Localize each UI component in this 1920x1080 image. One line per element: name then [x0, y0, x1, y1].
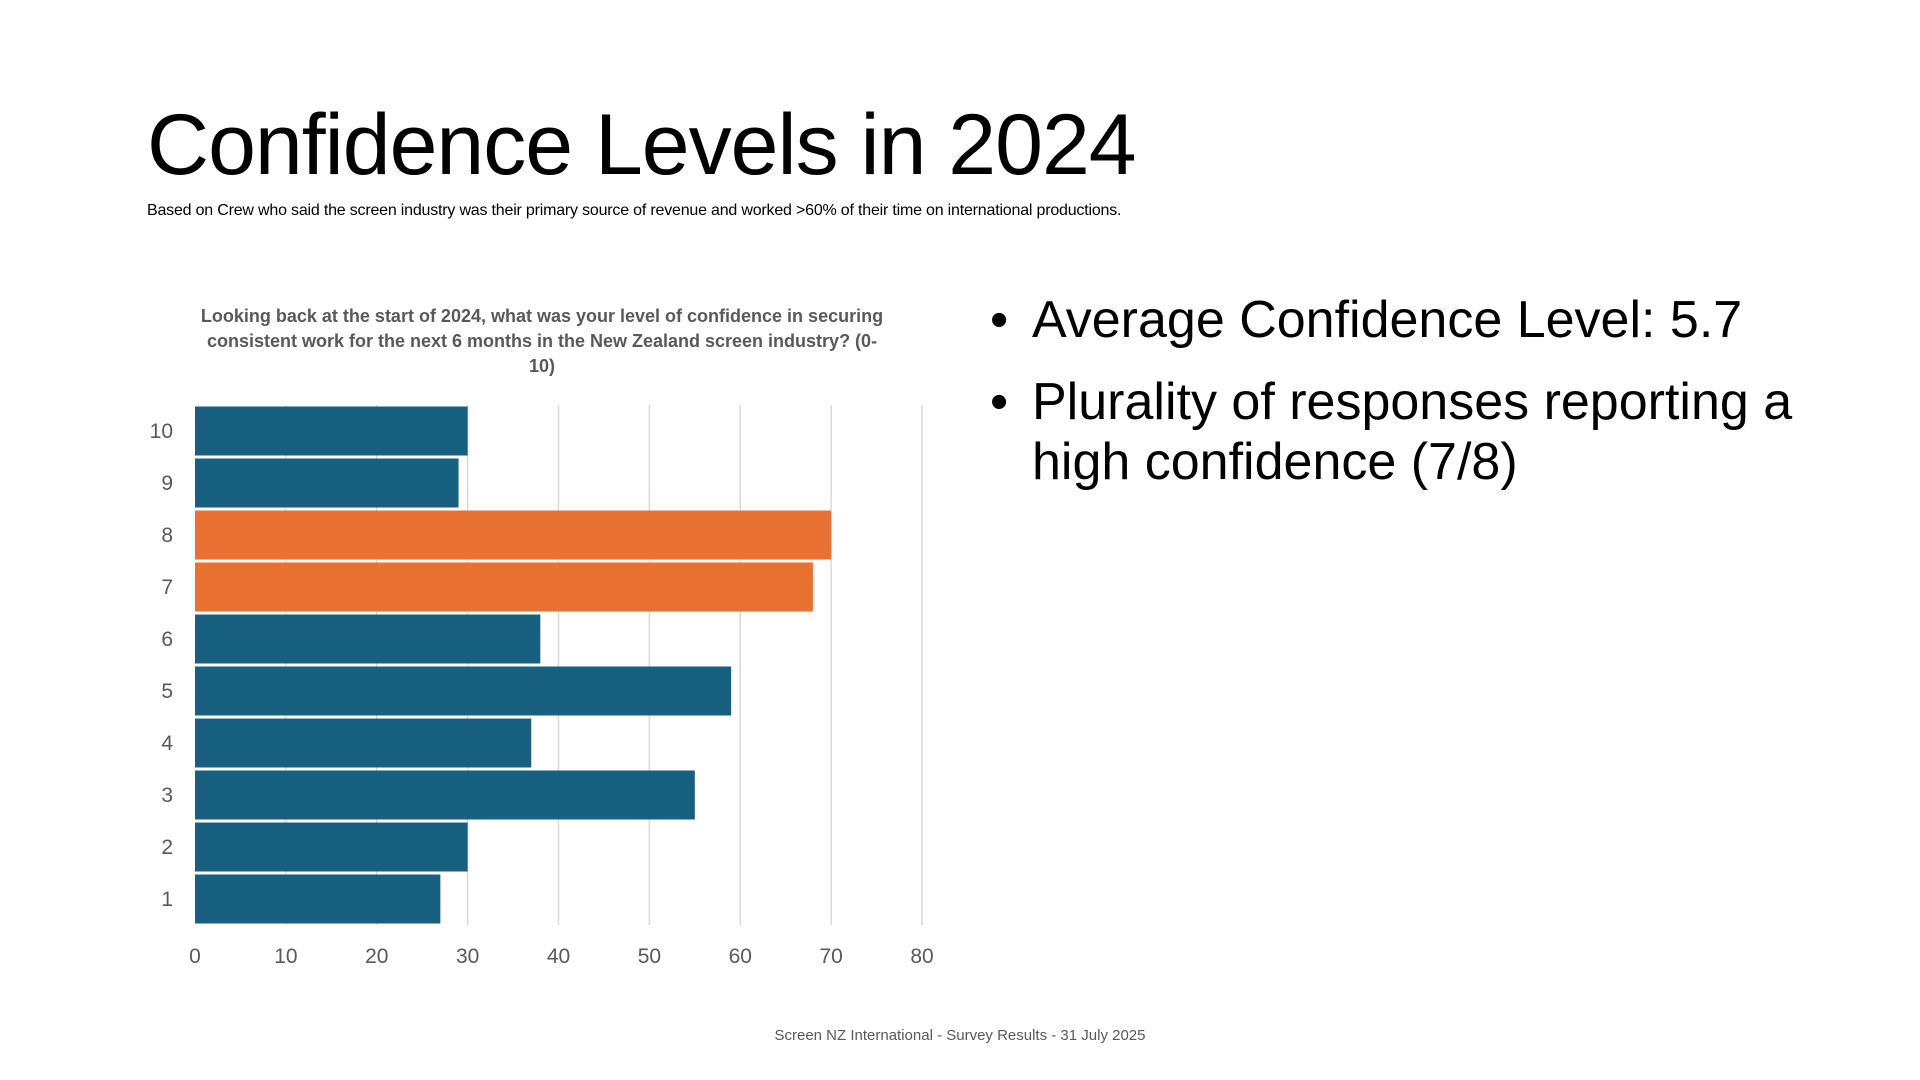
bar-6 — [195, 614, 541, 664]
x-tick-label: 20 — [365, 945, 388, 968]
bar-2 — [195, 822, 468, 872]
bar-7 — [195, 562, 813, 612]
bar-5 — [195, 666, 732, 716]
chart-title: Looking back at the start of 2024, what … — [200, 306, 884, 376]
x-tick-label: 40 — [547, 945, 570, 968]
x-tick-label: 30 — [456, 945, 479, 968]
bar-8 — [195, 510, 832, 560]
slide-footer: Screen NZ International - Survey Results… — [774, 1027, 1146, 1044]
y-tick-label: 9 — [161, 472, 173, 495]
y-tick-label: 1 — [161, 888, 173, 911]
y-tick-label: 7 — [161, 576, 173, 599]
y-tick-label: 5 — [161, 680, 173, 703]
bar-9 — [195, 458, 459, 508]
bar-3 — [195, 770, 695, 820]
x-tick-label: 60 — [729, 945, 752, 968]
bar-1 — [195, 874, 441, 924]
x-tick-label: 10 — [274, 945, 297, 968]
x-tick-label: 50 — [638, 945, 661, 968]
bar-10 — [195, 406, 468, 456]
y-tick-label: 6 — [161, 628, 173, 651]
y-tick-label: 4 — [161, 732, 173, 755]
x-tick-label: 70 — [819, 945, 842, 968]
bullet-marker: • — [990, 291, 1009, 349]
x-tick-label: 80 — [910, 945, 933, 968]
bullet-average-confidence: • Average Confidence Level: 5.7 — [990, 290, 1830, 350]
bullet-text: Plurality of responses reporting a high … — [1032, 373, 1793, 491]
y-tick-label: 10 — [150, 420, 173, 443]
chart-x-tick-labels: 0 10 20 30 40 50 60 70 80 — [189, 945, 934, 968]
bar-4 — [195, 718, 532, 768]
bullet-marker: • — [990, 373, 1009, 431]
y-tick-label: 2 — [161, 836, 173, 859]
bullet-plurality: • Plurality of responses reporting a hig… — [990, 372, 1830, 492]
chart-bars — [195, 406, 832, 924]
slide-subtitle: Based on Crew who said the screen indust… — [147, 202, 1122, 219]
chart-y-tick-labels: 10 9 8 7 6 5 4 3 2 1 — [150, 420, 174, 911]
bullet-text: Average Confidence Level: 5.7 — [1032, 291, 1743, 349]
x-tick-label: 0 — [189, 945, 201, 968]
y-tick-label: 3 — [161, 784, 173, 807]
key-findings-list: • Average Confidence Level: 5.7 • Plural… — [990, 290, 1830, 514]
confidence-bar-chart: 10 9 8 7 6 5 4 3 2 1 0 10 20 30 40 50 60 70 80 — [150, 405, 934, 968]
y-tick-label: 8 — [161, 524, 173, 547]
slide-title: Confidence Levels in 2024 — [147, 97, 1137, 193]
